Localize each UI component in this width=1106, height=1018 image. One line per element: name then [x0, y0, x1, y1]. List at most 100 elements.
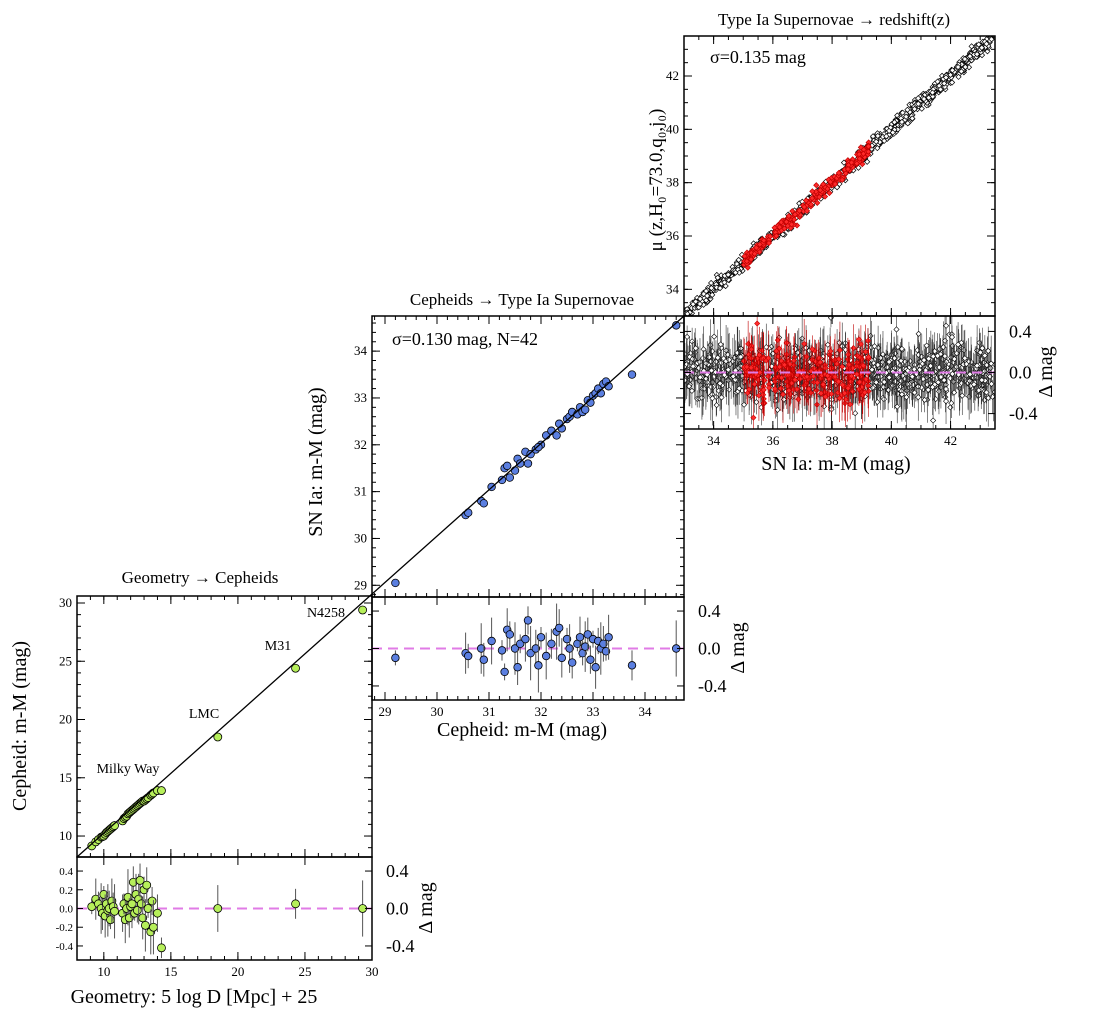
- sn-resid-point: [835, 378, 842, 385]
- sn-point: [785, 212, 793, 220]
- sn-point: [790, 216, 798, 223]
- ceph-resid-point: [534, 661, 543, 670]
- sn-resid-point: [977, 349, 984, 356]
- sn-resid-point: [689, 338, 696, 345]
- sn-point: [700, 301, 707, 308]
- sn-resid-point: [756, 369, 763, 376]
- sn-point: [929, 89, 936, 96]
- ceph-resid-point: [557, 653, 566, 663]
- sn-resid-point: [864, 337, 872, 344]
- sn-resid-point: [712, 358, 719, 365]
- sn-point: [909, 115, 916, 122]
- ceph-resid-point: [591, 663, 600, 672]
- ceph-resid-point: [562, 634, 572, 644]
- ceph-resid-point: [604, 633, 613, 642]
- sn-resid-point: [708, 383, 715, 390]
- geometry-main-data: [87, 605, 368, 851]
- geom-resid-ytick-label: 0.4: [59, 866, 73, 878]
- sn-resid-point: [865, 353, 872, 361]
- ceph-xtick-label: 33: [587, 704, 600, 719]
- sn-resid-point: [947, 404, 954, 411]
- ceph-point: [479, 499, 488, 508]
- sn-resid-point: [949, 334, 956, 341]
- sn-resid-point: [842, 346, 849, 353]
- ceph-resid-point: [487, 636, 496, 646]
- ceph-resid-point: [513, 663, 522, 672]
- sn-point: [793, 222, 801, 229]
- sn-point: [714, 274, 721, 281]
- panel-supernovae: Type Ia Supernovae → redshift(z) 34 36 38 4…: [646, 10, 1057, 475]
- sn-resid-point: [791, 357, 798, 364]
- ceph-resid-point: [547, 639, 556, 649]
- sn-point: [697, 295, 704, 302]
- sn-resid-point: [988, 380, 995, 387]
- sn-ytick-label: 38: [666, 175, 679, 190]
- sn-resid-point: [698, 394, 705, 401]
- sn-point: [817, 187, 824, 194]
- geom-resid-point: [213, 904, 223, 913]
- sn-point: [743, 258, 750, 265]
- sn-point: [881, 137, 888, 144]
- sn-xtick-label: 40: [885, 433, 898, 448]
- sn-resid-point: [839, 381, 846, 388]
- sn-ytick-label: 36: [666, 228, 680, 243]
- ceph-resid-outer-label: 0.0: [698, 639, 721, 659]
- sn-point: [826, 189, 833, 197]
- sn-resid-point: [873, 379, 880, 386]
- sn-resid-point: [751, 381, 758, 388]
- sn-resid-point: [955, 341, 962, 348]
- sn-resid-point: [868, 366, 876, 373]
- ceph-resid-point: [523, 616, 533, 625]
- sn-point: [809, 195, 816, 202]
- ceph-resid-outer-label: -0.4: [698, 676, 727, 696]
- sn-resid-point: [845, 385, 852, 392]
- sn-resid-point: [699, 355, 706, 362]
- sn-resid-point: [961, 355, 968, 362]
- sn-resid-point: [857, 341, 864, 348]
- sn-resid-point: [778, 374, 785, 381]
- sn-point: [686, 315, 687, 316]
- geom-point: [157, 786, 166, 795]
- sn-point: [801, 203, 808, 211]
- sn-point: [857, 144, 864, 151]
- ceph-resid-point: [497, 646, 507, 655]
- sn-resid-point: [725, 366, 732, 373]
- sn-resid-point: [827, 365, 834, 372]
- sn-point: [814, 199, 821, 206]
- sn-point: [898, 118, 906, 126]
- sn-point: [876, 139, 883, 146]
- ceph-point: [534, 442, 543, 452]
- geom-xtick-label: 20: [231, 964, 244, 979]
- geom-xtick-label: 10: [97, 964, 110, 979]
- geom-resid-ytick-label: -0.2: [56, 922, 73, 934]
- sn-resid-point: [847, 378, 854, 385]
- sn-resid-point: [743, 363, 750, 370]
- sn-resid-point: [760, 391, 767, 398]
- ceph-resid-point: [531, 644, 540, 653]
- sn-resid-point: [779, 391, 787, 398]
- sn-resid-point: [781, 361, 788, 368]
- sn-resid-point: [941, 377, 948, 384]
- sn-resid-point: [970, 381, 978, 388]
- sn-resid-point: [718, 359, 725, 366]
- annotation-milky-way: Milky Way: [97, 762, 160, 777]
- sn-point: [765, 239, 773, 247]
- ceph-resid-point: [505, 630, 514, 639]
- geom-point: [291, 663, 300, 673]
- sn-resid-point: [929, 384, 936, 391]
- sn-resid-point: [983, 389, 990, 396]
- sn-resid-point: [708, 367, 715, 374]
- sn-resid-point: [756, 351, 763, 359]
- sn-resid-point: [795, 396, 802, 403]
- sn-resid-point: [963, 361, 970, 368]
- sn-resid-point: [951, 389, 958, 396]
- ceph-resid-point: [581, 642, 590, 651]
- annotation-n4258: N4258: [307, 606, 345, 621]
- ceph-ytick-label: 31: [354, 484, 367, 499]
- sn-point: [694, 315, 695, 316]
- sn-point: [773, 232, 780, 239]
- sn-resid-point: [822, 393, 829, 400]
- sn-resid-point: [785, 358, 793, 365]
- sn-resid-point: [855, 336, 863, 343]
- geom-resid-outer-label: -0.4: [386, 936, 415, 956]
